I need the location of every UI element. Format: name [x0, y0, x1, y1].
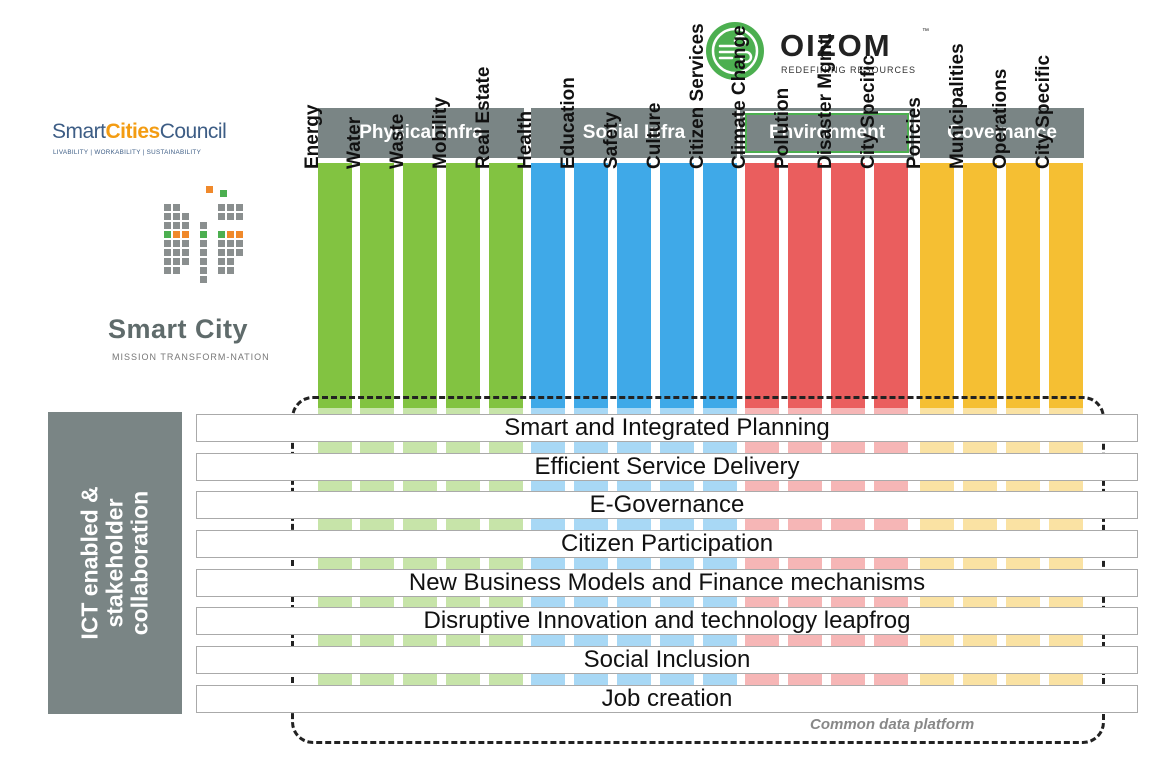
column-label: Pollution [772, 87, 793, 169]
smart-city-title: Smart City [108, 314, 248, 345]
oizom-trademark: ™ [922, 28, 929, 35]
scc-name-a: Smart [52, 120, 106, 143]
column-culture: Culture [644, 103, 694, 408]
oizom-logo: OIZOM ™ REDEFINING RESOURCES [706, 22, 946, 84]
column-policies: Policies [904, 97, 954, 408]
smart-city-title-a: Smart C [108, 314, 216, 344]
column-label: Municipalities [947, 43, 968, 169]
smart-city-title-b: ty [223, 314, 249, 344]
column-water: Water [344, 117, 394, 408]
column-disaster-mgmt: Disaster Mgmt. [815, 33, 865, 408]
column-pollution: Pollution [772, 88, 822, 408]
ict-line-3: collaboration [126, 490, 153, 636]
column-label: Culture [644, 102, 665, 170]
column-city-specific-env: City Specific [858, 55, 908, 408]
category-header-governance: Governance [920, 108, 1084, 158]
column-label: Operations [990, 68, 1011, 169]
column-health: Health [515, 111, 565, 408]
column-label: Real Estate [473, 66, 494, 169]
scc-name-b: Cities [105, 120, 161, 143]
ict-collaboration-panel: ICT enabled & stakeholder collaboration [48, 412, 182, 714]
column-waste: Waste [387, 114, 437, 408]
column-label: Health [515, 110, 536, 169]
category-header-physical-infra: Physical Infra [318, 108, 524, 158]
column-safety: Safety [601, 112, 651, 408]
ict-line-2: stakeholder [101, 498, 128, 628]
ict-line-1: ICT enabled & [76, 486, 103, 640]
scc-name-c: Council [159, 120, 227, 143]
column-label: Water [344, 116, 365, 169]
column-label: Waste [387, 113, 408, 169]
row-efficient-service-delivery: Efficient Service Delivery [196, 453, 1138, 481]
column-label: Climate Change [729, 25, 750, 169]
common-data-platform-label: Common data platform [810, 716, 975, 733]
row-disruptive-innovation: Disruptive Innovation and technology lea… [196, 607, 1138, 635]
column-label: Citizen Services [687, 23, 708, 169]
column-city-specific-gov: City Specific [1033, 55, 1083, 408]
smart-city-subtitle: MISSION TRANSFORM-NATION [112, 352, 270, 362]
row-job-creation: Job creation [196, 685, 1138, 713]
smart-city-mission-logo: Smart City MISSION TRANSFORM-NATION [108, 186, 283, 366]
oizom-wordmark: OIZOM [780, 28, 892, 63]
oizom-wind-icon [706, 22, 764, 80]
oizom-tagline: REDEFINING RESOURCES [781, 65, 917, 75]
row-new-business-models: New Business Models and Finance mechanis… [196, 569, 1138, 597]
category-header-social-infra: Social Infra [531, 108, 737, 158]
category-header-environment: Environment [740, 108, 914, 158]
row-citizen-participation: Citizen Participation [196, 530, 1138, 558]
column-mobility: Mobility [430, 97, 480, 408]
column-label: City Specific [858, 54, 879, 169]
scc-tagline: LIVABILITY | WORKABILITY | SUSTAINABILIT… [53, 149, 202, 156]
column-citizen-services: Citizen Services [687, 23, 737, 408]
row-smart-integrated-planning: Smart and Integrated Planning [196, 414, 1138, 442]
column-label: Safety [601, 111, 622, 169]
column-energy: Energy [302, 105, 352, 408]
column-label: City Specific [1033, 54, 1054, 169]
column-label: Energy [302, 104, 323, 169]
column-education: Education [558, 77, 608, 408]
column-label: Mobility [430, 97, 451, 169]
column-label: Policies [904, 97, 925, 169]
column-municipalities: Municipalities [947, 43, 997, 408]
column-label: Education [558, 77, 579, 169]
column-real-estate: Real Estate [473, 67, 523, 408]
smart-city-title-i: i [215, 314, 224, 344]
row-e-governance: E-Governance [196, 491, 1138, 519]
column-climate-change: Climate Change [729, 25, 779, 408]
column-label: Disaster Mgmt. [815, 32, 836, 169]
smart-cities-council-logo: SmartCitiesCouncil LIVABILITY | WORKABIL… [52, 120, 292, 160]
column-operations: Operations [990, 69, 1040, 408]
row-social-inclusion: Social Inclusion [196, 646, 1138, 674]
smart-city-grid-icon [164, 186, 243, 283]
